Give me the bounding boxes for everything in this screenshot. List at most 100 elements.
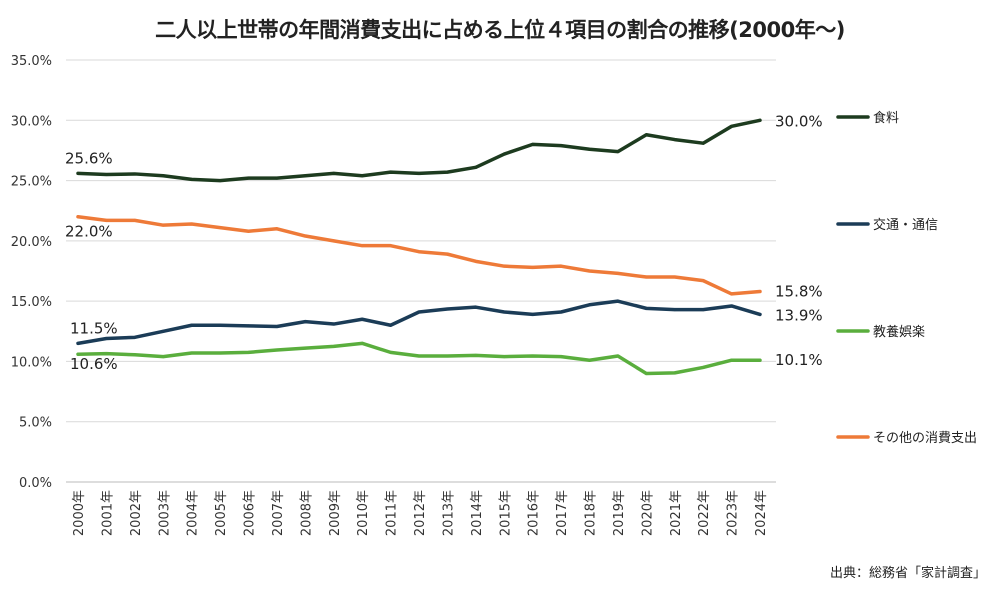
- data-point: [275, 324, 279, 328]
- x-tick-label: 2007年: [271, 490, 286, 536]
- data-point: [190, 177, 194, 181]
- data-point: [758, 312, 762, 316]
- start-value-label: 22.0%: [65, 223, 113, 241]
- y-tick-label: 15.0%: [11, 295, 52, 310]
- data-point: [360, 244, 364, 248]
- x-tick-label: 2010年: [356, 490, 371, 536]
- data-point: [332, 239, 336, 243]
- data-point: [445, 252, 449, 256]
- data-point: [104, 173, 108, 177]
- data-point: [502, 264, 506, 268]
- data-point: [332, 171, 336, 175]
- data-point: [588, 269, 591, 273]
- data-point: [559, 355, 563, 359]
- data-point: [644, 133, 648, 137]
- x-tick-label: 2005年: [214, 490, 229, 536]
- data-point: [76, 171, 80, 175]
- data-point: [588, 358, 591, 362]
- legend-label: 教養娯楽: [873, 324, 925, 340]
- data-point: [190, 351, 194, 355]
- data-point: [303, 320, 307, 324]
- y-tick-label: 30.0%: [11, 114, 52, 129]
- data-point: [360, 341, 364, 345]
- data-point: [474, 305, 478, 309]
- data-point: [730, 292, 734, 296]
- data-point: [502, 152, 506, 156]
- data-point: [588, 147, 591, 151]
- data-point: [247, 324, 250, 328]
- data-point: [76, 341, 80, 345]
- data-point: [303, 174, 307, 178]
- data-point: [190, 323, 194, 327]
- data-point: [730, 358, 734, 362]
- x-tick-label: 2001年: [100, 490, 115, 536]
- data-point: [218, 179, 222, 183]
- y-tick-label: 5.0%: [19, 416, 52, 431]
- data-point: [559, 310, 563, 314]
- data-point: [417, 354, 421, 358]
- x-tick-label: 2015年: [498, 490, 513, 536]
- data-point: [758, 289, 762, 293]
- data-point: [673, 138, 677, 142]
- data-point: [247, 350, 250, 354]
- data-point: [758, 118, 762, 122]
- data-point: [730, 124, 734, 128]
- series-line-4: [76, 214, 762, 296]
- data-point: [218, 323, 222, 327]
- x-tick-label: 2018年: [584, 490, 599, 536]
- x-tick-label: 2012年: [413, 490, 428, 536]
- data-point: [417, 171, 421, 175]
- end-value-label: 10.1%: [775, 351, 823, 369]
- data-point: [531, 354, 535, 358]
- data-point: [332, 344, 336, 348]
- x-tick-label: 2023年: [726, 490, 741, 536]
- data-point: [133, 172, 137, 176]
- data-point: [161, 355, 165, 359]
- data-point: [389, 170, 393, 174]
- data-point: [673, 308, 677, 312]
- data-point: [502, 310, 506, 314]
- data-point: [445, 354, 449, 358]
- data-point: [133, 218, 137, 222]
- x-tick-label: 2002年: [129, 490, 144, 536]
- data-point: [218, 226, 222, 230]
- data-point: [673, 371, 677, 375]
- data-point: [616, 354, 620, 358]
- data-point: [104, 352, 108, 356]
- data-point: [701, 141, 705, 145]
- data-point: [275, 227, 279, 231]
- data-point: [559, 144, 563, 148]
- data-point: [531, 312, 535, 316]
- x-tick-label: 2017年: [555, 490, 570, 536]
- x-tick-label: 2008年: [299, 490, 314, 536]
- y-tick-label: 35.0%: [11, 54, 52, 69]
- legend-label: 交通・通信: [873, 217, 938, 233]
- data-point: [247, 229, 250, 233]
- start-value-label: 10.6%: [70, 355, 118, 373]
- data-point: [644, 371, 648, 375]
- data-point: [275, 348, 279, 352]
- data-point: [303, 234, 307, 238]
- data-point: [417, 250, 421, 254]
- end-value-label: 13.9%: [775, 306, 823, 324]
- data-point: [445, 307, 449, 311]
- data-point: [332, 322, 336, 326]
- x-tick-label: 2021年: [669, 490, 684, 536]
- x-tick-label: 2016年: [527, 490, 542, 536]
- data-point: [218, 351, 222, 355]
- data-point: [76, 215, 80, 219]
- data-point: [360, 174, 364, 178]
- x-tick-label: 2013年: [441, 490, 456, 536]
- x-tick-label: 2006年: [243, 490, 258, 536]
- data-point: [758, 358, 762, 362]
- data-point: [133, 353, 137, 357]
- data-point: [445, 170, 449, 174]
- y-tick-label: 20.0%: [11, 235, 52, 250]
- data-point: [673, 275, 677, 279]
- source-note: 出典：総務省「家計調査」: [829, 566, 986, 581]
- data-point: [474, 259, 478, 263]
- y-tick-label: 0.0%: [19, 476, 52, 491]
- data-point: [389, 323, 393, 327]
- end-value-label: 15.8%: [775, 282, 823, 300]
